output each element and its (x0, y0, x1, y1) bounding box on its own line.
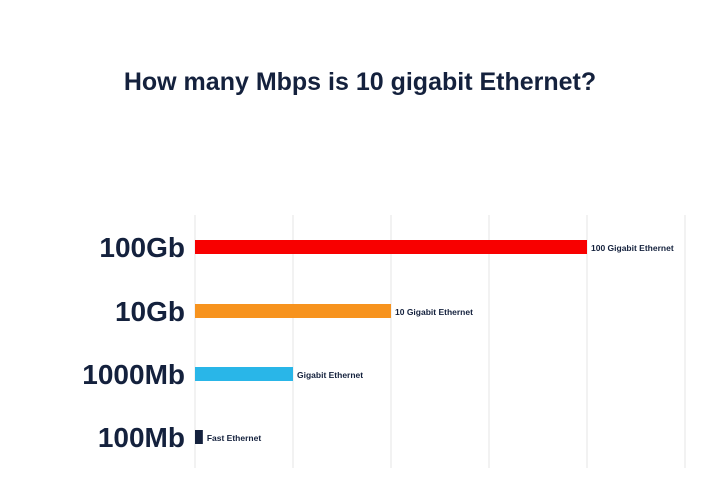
chart-title: How many Mbps is 10 gigabit Ethernet? (123, 68, 597, 96)
category-label: 1000Mb (82, 359, 185, 390)
category-label: 10Gb (115, 296, 185, 327)
bar-label: 100 Gigabit Ethernet (591, 243, 674, 253)
bar (195, 367, 293, 381)
category-label: 100Gb (99, 232, 185, 263)
bar (195, 430, 203, 444)
bar-label: Fast Ethernet (207, 433, 261, 443)
bar (195, 304, 391, 318)
bar-label: 10 Gigabit Ethernet (395, 307, 473, 317)
bar-label: Gigabit Ethernet (297, 370, 363, 380)
category-label: 100Mb (98, 422, 185, 453)
bar (195, 240, 587, 254)
